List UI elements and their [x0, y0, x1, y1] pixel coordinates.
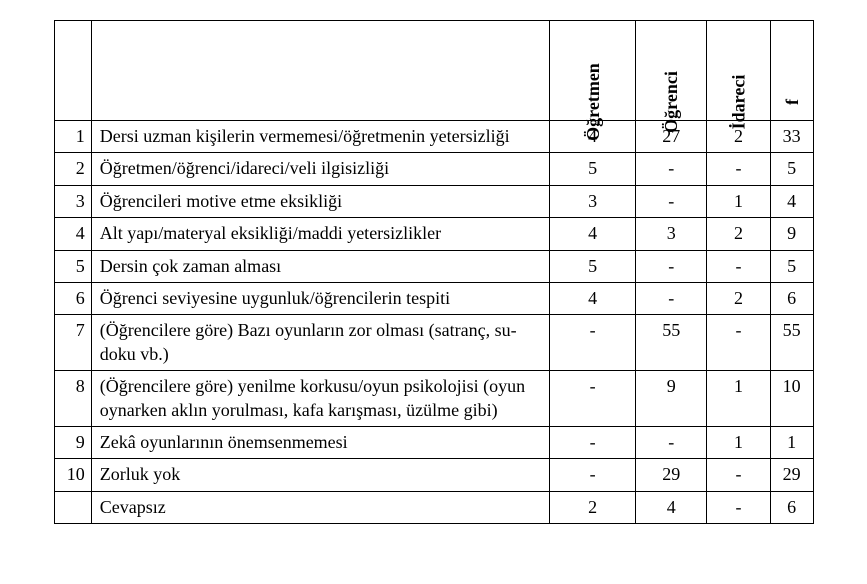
cell-c3: - — [707, 491, 771, 523]
cell-c1: 4 — [549, 218, 636, 250]
table-row: 2 Öğretmen/öğrenci/idareci/veli ilgisizl… — [54, 153, 813, 185]
cell-rownum: 6 — [54, 282, 91, 314]
table-body: 1 Dersi uzman kişilerin vermemesi/öğretm… — [54, 121, 813, 524]
header-ogretmen: Öğretmen — [549, 21, 636, 121]
cell-c4: 55 — [770, 315, 813, 371]
header-description — [91, 21, 549, 121]
cell-c2: 55 — [636, 315, 707, 371]
cell-c1: 5 — [549, 153, 636, 185]
cell-c4: 4 — [770, 185, 813, 217]
cell-c3: - — [707, 459, 771, 491]
table-row: 1 Dersi uzman kişilerin vermemesi/öğretm… — [54, 121, 813, 153]
cell-c4: 6 — [770, 282, 813, 314]
table-row: 7 (Öğrencilere göre) Bazı oyunların zor … — [54, 315, 813, 371]
cell-c4: 9 — [770, 218, 813, 250]
cell-c2: - — [636, 426, 707, 458]
cell-desc: Dersin çok zaman alması — [91, 250, 549, 282]
cell-c3: 1 — [707, 426, 771, 458]
header-ogrenci: Öğrenci — [636, 21, 707, 121]
cell-c2: - — [636, 185, 707, 217]
cell-desc: Dersi uzman kişilerin vermemesi/öğretmen… — [91, 121, 549, 153]
table-row: 5 Dersin çok zaman alması 5 - - 5 — [54, 250, 813, 282]
cell-c2: - — [636, 282, 707, 314]
cell-c3: 2 — [707, 218, 771, 250]
table-row: 3 Öğrencileri motive etme eksikliği 3 - … — [54, 185, 813, 217]
cell-rownum: 1 — [54, 121, 91, 153]
cell-desc: Öğrenci seviyesine uygunluk/öğrencilerin… — [91, 282, 549, 314]
cell-c1: 3 — [549, 185, 636, 217]
cell-c2: - — [636, 153, 707, 185]
cell-desc: Alt yapı/materyal eksikliği/maddi yeters… — [91, 218, 549, 250]
header-f: f — [770, 21, 813, 121]
header-rownum — [54, 21, 91, 121]
cell-c2: 9 — [636, 371, 707, 427]
cell-rownum: 5 — [54, 250, 91, 282]
cell-rownum: 2 — [54, 153, 91, 185]
table-row: 4 Alt yapı/materyal eksikliği/maddi yete… — [54, 218, 813, 250]
cell-c4: 5 — [770, 153, 813, 185]
data-table: Öğretmen Öğrenci İdareci f 1 Dersi uzman… — [54, 20, 814, 524]
cell-c1: - — [549, 426, 636, 458]
cell-c3: 2 — [707, 282, 771, 314]
cell-c2: 29 — [636, 459, 707, 491]
table-row: 8 (Öğrencilere göre) yenilme korkusu/oyu… — [54, 371, 813, 427]
table-row: Cevapsız 2 4 - 6 — [54, 491, 813, 523]
cell-rownum — [54, 491, 91, 523]
cell-c1: 2 — [549, 491, 636, 523]
header-idareci-label: İdareci — [726, 75, 750, 130]
cell-desc: Öğrencileri motive etme eksikliği — [91, 185, 549, 217]
table-row: 9 Zekâ oyunlarının önemsenmemesi - - 1 1 — [54, 426, 813, 458]
cell-c1: - — [549, 371, 636, 427]
cell-c2: 4 — [636, 491, 707, 523]
cell-rownum: 10 — [54, 459, 91, 491]
cell-c4: 29 — [770, 459, 813, 491]
cell-c4: 1 — [770, 426, 813, 458]
cell-c1: 5 — [549, 250, 636, 282]
cell-desc: (Öğrencilere göre) Bazı oyunların zor ol… — [91, 315, 549, 371]
cell-c1: - — [549, 459, 636, 491]
cell-c1: - — [549, 315, 636, 371]
cell-desc: Zorluk yok — [91, 459, 549, 491]
cell-desc: (Öğrencilere göre) yenilme korkusu/oyun … — [91, 371, 549, 427]
cell-rownum: 3 — [54, 185, 91, 217]
cell-c4: 6 — [770, 491, 813, 523]
cell-c3: - — [707, 153, 771, 185]
cell-c4: 33 — [770, 121, 813, 153]
cell-desc: Öğretmen/öğrenci/idareci/veli ilgisizliğ… — [91, 153, 549, 185]
cell-desc: Zekâ oyunlarının önemsenmemesi — [91, 426, 549, 458]
cell-desc: Cevapsız — [91, 491, 549, 523]
table-row: 10 Zorluk yok - 29 - 29 — [54, 459, 813, 491]
cell-c2: 3 — [636, 218, 707, 250]
cell-c3: - — [707, 315, 771, 371]
cell-c3: 1 — [707, 371, 771, 427]
cell-c2: - — [636, 250, 707, 282]
cell-c3: 1 — [707, 185, 771, 217]
cell-c4: 5 — [770, 250, 813, 282]
cell-rownum: 8 — [54, 371, 91, 427]
table-row: 6 Öğrenci seviyesine uygunluk/öğrenciler… — [54, 282, 813, 314]
cell-rownum: 9 — [54, 426, 91, 458]
header-f-label: f — [780, 85, 804, 119]
cell-c4: 10 — [770, 371, 813, 427]
cell-c3: - — [707, 250, 771, 282]
header-ogretmen-label: Öğretmen — [581, 63, 605, 141]
cell-rownum: 4 — [54, 218, 91, 250]
header-ogrenci-label: Öğrenci — [659, 71, 683, 133]
cell-rownum: 7 — [54, 315, 91, 371]
header-idareci: İdareci — [707, 21, 771, 121]
header-row: Öğretmen Öğrenci İdareci f — [54, 21, 813, 121]
cell-c1: 4 — [549, 282, 636, 314]
